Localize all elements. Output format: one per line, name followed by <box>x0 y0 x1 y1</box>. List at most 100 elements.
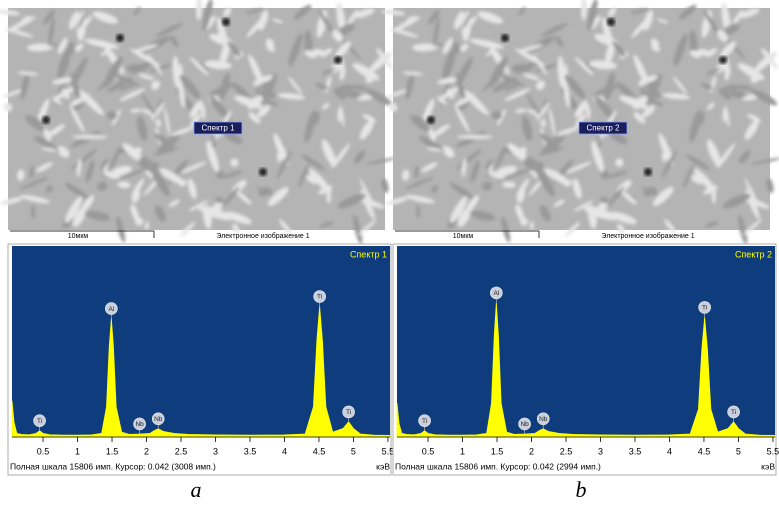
grain <box>442 46 456 81</box>
grain <box>258 187 272 197</box>
grain <box>27 43 53 52</box>
grain <box>17 71 39 76</box>
peak-label: Nb <box>520 421 529 428</box>
spectrum-area <box>11 306 391 438</box>
grain <box>656 18 668 24</box>
grain <box>442 146 455 158</box>
scale-text: 10мкм <box>68 233 89 240</box>
grain <box>82 15 93 28</box>
image-texture <box>381 0 779 245</box>
grain <box>555 35 564 47</box>
grain <box>662 93 691 100</box>
grain <box>359 120 374 140</box>
grain <box>504 88 531 101</box>
grain <box>74 43 84 52</box>
peak-marker <box>133 417 146 431</box>
grain <box>67 41 76 54</box>
image-texture <box>0 0 396 245</box>
grain <box>138 158 151 171</box>
grain <box>131 178 145 198</box>
grain <box>485 158 494 170</box>
grain <box>738 8 760 19</box>
grain <box>644 73 662 106</box>
grain <box>454 104 470 133</box>
grain <box>116 216 126 243</box>
grain <box>255 85 268 90</box>
grain <box>431 185 438 193</box>
grain <box>227 41 241 57</box>
grain <box>491 111 503 120</box>
grain <box>138 73 155 80</box>
peak-label: Nb <box>154 416 163 423</box>
grain <box>353 214 363 245</box>
grain <box>616 82 638 102</box>
grain <box>202 0 213 31</box>
grain <box>151 80 161 90</box>
grain <box>564 179 572 187</box>
grain <box>459 43 469 52</box>
grain <box>106 111 118 120</box>
grain <box>159 168 185 185</box>
grain <box>48 16 55 47</box>
grain <box>100 158 109 170</box>
x-tick-label: 3.5 <box>244 446 257 456</box>
grain <box>437 96 447 105</box>
grain <box>279 219 292 234</box>
grain <box>612 41 626 57</box>
grain <box>457 135 493 139</box>
grain <box>716 143 736 169</box>
peak-label: Ti <box>731 409 736 416</box>
grain <box>129 108 142 113</box>
grain <box>706 67 721 76</box>
grain <box>105 171 121 180</box>
grain <box>205 15 216 30</box>
grain <box>385 197 408 205</box>
grain <box>590 15 601 30</box>
grain <box>84 210 111 221</box>
grain <box>516 178 530 198</box>
spectrum-title: Спектр 2 <box>735 249 772 259</box>
peak-label: Ti <box>317 294 322 301</box>
pore <box>42 116 50 124</box>
grain <box>155 22 183 37</box>
grain <box>442 37 453 54</box>
grain <box>294 4 312 20</box>
grain <box>118 82 137 92</box>
grain <box>84 38 119 49</box>
grain <box>737 84 753 91</box>
grain <box>20 195 51 204</box>
x-axis-label: кэВ <box>376 461 390 471</box>
grain <box>200 103 206 120</box>
grain <box>315 83 329 90</box>
grain <box>188 200 209 212</box>
spot-label: Спектр 1 <box>202 124 235 133</box>
grain <box>722 193 751 209</box>
grain <box>581 0 588 21</box>
peak-label: Al <box>108 306 114 313</box>
x-tick-label: 1.5 <box>491 446 504 456</box>
grain <box>549 107 556 137</box>
grain <box>719 41 736 60</box>
peak-marker <box>727 405 740 419</box>
grain <box>633 112 646 124</box>
peak-marker <box>536 412 550 426</box>
grain <box>717 29 728 42</box>
grain <box>178 79 186 108</box>
grain <box>703 9 722 39</box>
grain <box>450 196 468 223</box>
image-caption: Электронное изображение 1 <box>601 232 694 240</box>
grain <box>196 0 203 21</box>
grain <box>133 6 141 16</box>
grain <box>573 200 594 212</box>
grain <box>57 146 70 158</box>
grain <box>381 9 406 16</box>
grain <box>36 98 50 126</box>
grain <box>321 67 336 76</box>
grain <box>319 221 334 228</box>
x-tick-label: 1 <box>75 446 80 456</box>
grain <box>602 32 612 42</box>
grain <box>122 143 144 162</box>
grain <box>34 135 60 153</box>
grain <box>136 115 148 142</box>
grain <box>639 75 658 84</box>
